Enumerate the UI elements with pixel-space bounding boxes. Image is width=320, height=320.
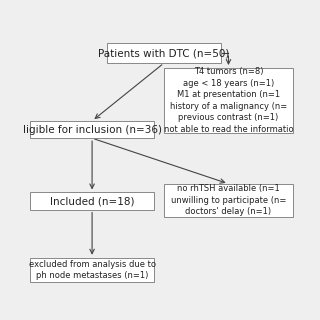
FancyBboxPatch shape [164, 68, 293, 133]
Text: T4 tumors (n=8)
age < 18 years (n=1)
M1 at presentation (n=1
history of a malign: T4 tumors (n=8) age < 18 years (n=1) M1 … [164, 68, 293, 134]
Text: excluded from analysis due to
ph node metastases (n=1): excluded from analysis due to ph node me… [28, 260, 156, 280]
FancyBboxPatch shape [30, 121, 154, 138]
FancyBboxPatch shape [30, 192, 154, 210]
Text: Included (n=18): Included (n=18) [50, 196, 134, 206]
FancyBboxPatch shape [30, 258, 154, 282]
Text: Patients with DTC (n=50): Patients with DTC (n=50) [98, 48, 230, 58]
FancyBboxPatch shape [164, 184, 293, 217]
Text: ligible for inclusion (n=36): ligible for inclusion (n=36) [23, 124, 162, 135]
Text: no rhTSH available (n=1
unwilling to participate (n=
doctors' delay (n=1): no rhTSH available (n=1 unwilling to par… [171, 184, 286, 216]
FancyBboxPatch shape [107, 43, 221, 63]
